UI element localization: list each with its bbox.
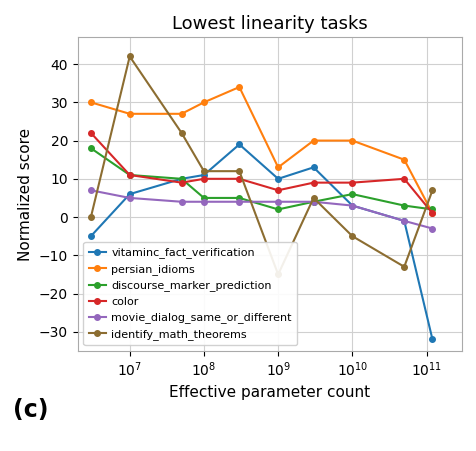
vitaminc_fact_verification xyxy=(310,165,316,170)
discourse_marker_prediction xyxy=(236,195,242,201)
Title: Lowest linearity tasks: Lowest linearity tasks xyxy=(172,15,367,33)
vitaminc_fact_verification xyxy=(275,176,280,181)
vitaminc_fact_verification xyxy=(201,172,207,178)
movie_dialog_same_or_different xyxy=(429,226,435,231)
discourse_marker_prediction xyxy=(127,172,132,178)
movie_dialog_same_or_different xyxy=(88,188,94,193)
identify_math_theorems xyxy=(275,272,280,277)
identify_math_theorems xyxy=(310,195,316,201)
vitaminc_fact_verification xyxy=(127,191,132,197)
persian_idioms xyxy=(310,138,316,143)
discourse_marker_prediction xyxy=(429,207,435,212)
movie_dialog_same_or_different xyxy=(178,199,184,204)
vitaminc_fact_verification xyxy=(178,176,184,181)
movie_dialog_same_or_different xyxy=(400,218,406,224)
discourse_marker_prediction xyxy=(201,195,207,201)
Line: persian_idioms: persian_idioms xyxy=(88,84,434,216)
color xyxy=(236,176,242,181)
discourse_marker_prediction xyxy=(178,176,184,181)
movie_dialog_same_or_different xyxy=(275,199,280,204)
identify_math_theorems xyxy=(88,214,94,220)
color xyxy=(310,180,316,185)
discourse_marker_prediction xyxy=(275,207,280,212)
movie_dialog_same_or_different xyxy=(349,203,355,208)
identify_math_theorems xyxy=(400,264,406,269)
color xyxy=(178,180,184,185)
color xyxy=(429,211,435,216)
movie_dialog_same_or_different xyxy=(127,195,132,201)
Text: (c): (c) xyxy=(12,398,48,422)
vitaminc_fact_verification xyxy=(236,142,242,147)
persian_idioms xyxy=(400,157,406,162)
X-axis label: Effective parameter count: Effective parameter count xyxy=(169,385,370,400)
identify_math_theorems xyxy=(429,188,435,193)
Legend: vitaminc_fact_verification, persian_idioms, discourse_marker_prediction, color, : vitaminc_fact_verification, persian_idio… xyxy=(83,242,297,345)
Line: discourse_marker_prediction: discourse_marker_prediction xyxy=(88,145,434,212)
identify_math_theorems xyxy=(349,234,355,239)
color xyxy=(88,130,94,136)
discourse_marker_prediction xyxy=(310,199,316,204)
vitaminc_fact_verification xyxy=(349,203,355,208)
identify_math_theorems xyxy=(127,54,132,59)
identify_math_theorems xyxy=(201,169,207,174)
vitaminc_fact_verification xyxy=(400,218,406,224)
persian_idioms xyxy=(236,84,242,90)
persian_idioms xyxy=(349,138,355,143)
persian_idioms xyxy=(178,111,184,116)
Line: vitaminc_fact_verification: vitaminc_fact_verification xyxy=(88,142,434,342)
discourse_marker_prediction xyxy=(88,146,94,151)
identify_math_theorems xyxy=(236,169,242,174)
color xyxy=(201,176,207,181)
vitaminc_fact_verification xyxy=(429,337,435,342)
color xyxy=(275,188,280,193)
identify_math_theorems xyxy=(178,130,184,136)
Line: identify_math_theorems: identify_math_theorems xyxy=(88,54,434,277)
persian_idioms xyxy=(88,100,94,105)
movie_dialog_same_or_different xyxy=(310,199,316,204)
color xyxy=(400,176,406,181)
movie_dialog_same_or_different xyxy=(236,199,242,204)
vitaminc_fact_verification xyxy=(88,234,94,239)
Line: movie_dialog_same_or_different: movie_dialog_same_or_different xyxy=(88,188,434,231)
Line: color: color xyxy=(88,130,434,216)
discourse_marker_prediction xyxy=(400,203,406,208)
persian_idioms xyxy=(201,100,207,105)
discourse_marker_prediction xyxy=(349,191,355,197)
color xyxy=(127,172,132,178)
Y-axis label: Normalized score: Normalized score xyxy=(18,128,33,261)
movie_dialog_same_or_different xyxy=(201,199,207,204)
persian_idioms xyxy=(127,111,132,116)
persian_idioms xyxy=(275,165,280,170)
color xyxy=(349,180,355,185)
persian_idioms xyxy=(429,211,435,216)
